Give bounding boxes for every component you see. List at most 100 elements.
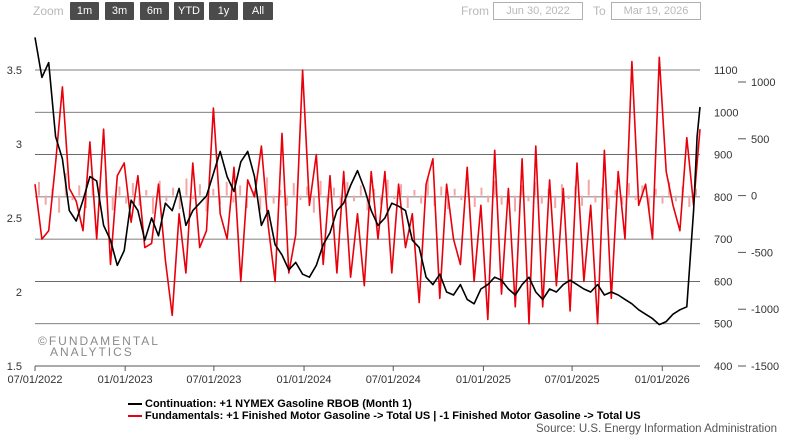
- left-tick-label: 1.5: [7, 361, 22, 373]
- net-change-bar: [567, 195, 570, 200]
- net-change-bar: [621, 195, 624, 205]
- watermark-line1: FUNDAMENTAL: [48, 334, 160, 348]
- net-change-bar: [641, 185, 644, 196]
- left-axis: 1.5 2 2.5 3 3.5: [7, 65, 22, 373]
- net-change-bar: [674, 195, 677, 202]
- x-tick-label: 01/01/2026: [635, 374, 690, 386]
- net-change-bar: [225, 181, 228, 196]
- net-change-bar: [460, 195, 463, 201]
- net-change-bar: [366, 195, 369, 211]
- right-inner-tick-label: 700: [714, 234, 732, 246]
- right-inner-tick-label: 900: [714, 150, 732, 162]
- zoom-6m-button[interactable]: 6m: [140, 2, 169, 20]
- zoom-3m-button[interactable]: 3m: [105, 2, 134, 20]
- net-change-bar: [239, 185, 242, 196]
- net-change-bar: [473, 195, 476, 207]
- net-change-bar: [540, 195, 543, 204]
- net-change-bar: [44, 195, 47, 205]
- from-date-input[interactable]: Jun 30, 2022: [493, 2, 583, 20]
- to-date-input[interactable]: Mar 19, 2026: [611, 2, 701, 20]
- zoom-1y-button[interactable]: 1y: [209, 2, 238, 20]
- net-change-bar: [560, 184, 563, 196]
- net-change-bar: [185, 178, 188, 196]
- x-tick-label: 07/01/2025: [545, 374, 600, 386]
- fundamentals-line: [34, 56, 701, 325]
- right-inner-tick-label: 500: [714, 319, 732, 331]
- right-outer-tick-label: 500: [751, 134, 769, 146]
- right-outer-tick-label: -1500: [751, 361, 779, 373]
- net-change-bar: [346, 181, 349, 196]
- right-inner-axis: 400 500 600 700 800 900 1000 1100: [714, 65, 738, 373]
- legend-swatch-red: [128, 415, 142, 418]
- net-change-bar: [480, 187, 483, 196]
- x-tick-label: 07/01/2024: [366, 374, 421, 386]
- net-change-bar: [413, 189, 416, 196]
- net-change-bar: [527, 195, 530, 202]
- right-outer-tick-label: -500: [751, 247, 773, 259]
- source-note: Source: U.S. Energy Information Administ…: [536, 423, 777, 435]
- net-change-bar: [131, 183, 134, 196]
- net-change-bar: [406, 195, 409, 209]
- continuation-line: [34, 37, 701, 326]
- net-change-bar: [353, 195, 356, 202]
- x-tick-label: 07/01/2023: [186, 374, 241, 386]
- net-change-bar: [78, 185, 81, 196]
- range-selector-toolbar: Zoom 1m 3m 6m YTD 1y All From Jun 30, 20…: [0, 0, 787, 24]
- x-tick-label: 01/01/2023: [98, 374, 153, 386]
- price-fundamentals-chart: 1.5 2 2.5 3 3.5 400 500 600 700 800 900 1000 1100 -…: [7, 37, 779, 386]
- net-change-bar: [205, 195, 208, 212]
- net-change-bar: [393, 195, 396, 200]
- net-change-bar: [587, 179, 590, 196]
- net-change-bar: [453, 188, 456, 196]
- right-inner-tick-label: 1100: [714, 65, 738, 77]
- net-change-bar: [648, 195, 651, 211]
- net-change-bar: [493, 180, 496, 196]
- net-change-bar: [500, 195, 503, 205]
- legend-swatch-black: [128, 403, 142, 406]
- right-inner-tick-label: 600: [714, 276, 732, 288]
- net-change-bar: [339, 195, 342, 207]
- net-change-bar: [165, 195, 168, 202]
- zoom-1m-button[interactable]: 1m: [70, 2, 99, 20]
- x-tick-label: 01/01/2025: [456, 374, 511, 386]
- net-change-bar: [172, 187, 175, 196]
- net-change-bar: [58, 195, 61, 213]
- net-change-bar: [534, 181, 537, 196]
- net-change-bar: [614, 189, 617, 196]
- net-change-bar: [446, 195, 449, 210]
- net-change-bar: [145, 189, 148, 196]
- net-change-bar: [125, 195, 128, 204]
- net-change-bar: [594, 195, 597, 203]
- net-change-bar: [232, 195, 235, 203]
- x-tick-label: 07/01/2022: [7, 374, 62, 386]
- net-change-bar: [634, 195, 637, 201]
- net-change-bar: [554, 195, 557, 209]
- net-change-bar: [118, 186, 121, 196]
- net-change-bar: [326, 195, 329, 203]
- from-label: From: [461, 4, 489, 18]
- net-change-bar: [312, 195, 315, 213]
- net-change-bar: [299, 195, 302, 201]
- net-change-bar: [292, 183, 295, 196]
- zoom-all-button[interactable]: All: [243, 2, 273, 20]
- net-change-bar: [695, 188, 697, 196]
- copyright-icon: ©: [38, 334, 49, 348]
- net-change-bar: [359, 185, 362, 196]
- right-outer-axis: -1500 -1000 -500 0 500 1000: [738, 77, 779, 373]
- zoom-ytd-button[interactable]: YTD: [174, 2, 204, 20]
- net-change-bar: [306, 186, 309, 196]
- net-change-bar: [386, 179, 389, 196]
- legend-item-fundamentals[interactable]: Fundamentals: +1 Finished Motor Gasoline…: [128, 410, 641, 422]
- net-change-bar: [420, 195, 423, 204]
- left-tick-label: 2: [16, 287, 22, 299]
- legend-label-continuation: Continuation: +1 NYMEX Gasoline RBOB (Mo…: [145, 398, 412, 410]
- right-outer-tick-label: 1000: [751, 77, 775, 89]
- right-inner-tick-label: 800: [714, 192, 732, 204]
- legend-item-continuation[interactable]: Continuation: +1 NYMEX Gasoline RBOB (Mo…: [128, 398, 412, 410]
- net-change-bar: [212, 188, 215, 196]
- x-axis: 07/01/2022 01/01/2023 07/01/2023 01/01/2024…: [7, 366, 690, 386]
- net-change-bar: [627, 183, 630, 196]
- net-change-bar: [688, 195, 691, 207]
- net-change-bar: [265, 177, 268, 196]
- net-change-bar: [332, 187, 335, 196]
